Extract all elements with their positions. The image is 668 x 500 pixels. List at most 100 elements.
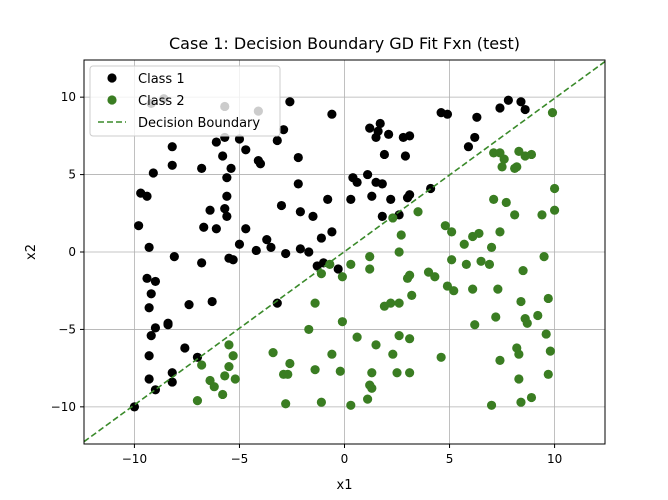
- data-point: [499, 154, 509, 164]
- data-point: [281, 399, 291, 409]
- y-tick-label: 10: [61, 90, 76, 104]
- data-point: [253, 156, 263, 166]
- data-point: [472, 112, 482, 122]
- data-point: [222, 191, 232, 201]
- legend-marker: [107, 95, 117, 105]
- data-point: [392, 368, 402, 378]
- data-point: [293, 179, 303, 189]
- data-point: [495, 103, 505, 113]
- legend-label: Class 1: [138, 72, 185, 87]
- data-point: [405, 334, 415, 344]
- data-point: [514, 374, 524, 384]
- data-point: [199, 222, 209, 232]
- data-point: [346, 194, 356, 204]
- data-point: [316, 269, 326, 279]
- data-point: [405, 270, 415, 280]
- data-point: [222, 173, 232, 183]
- x-tick-label: 10: [547, 452, 562, 466]
- data-point: [142, 191, 152, 201]
- data-point: [497, 162, 507, 172]
- axes: −10 −5 0 5 10 −10 −5 0 5 10: [51, 59, 606, 466]
- data-point: [365, 252, 375, 262]
- data-point: [486, 400, 497, 410]
- data-point: [272, 298, 282, 308]
- data-point: [447, 227, 457, 237]
- data-point: [293, 152, 303, 163]
- data-point: [337, 317, 347, 327]
- data-point: [295, 244, 305, 254]
- data-point: [268, 348, 278, 358]
- data-point: [476, 256, 486, 266]
- data-point: [197, 360, 207, 370]
- data-point: [365, 264, 375, 274]
- data-point: [384, 129, 394, 139]
- data-point: [436, 352, 446, 362]
- data-point: [241, 224, 251, 234]
- data-point: [373, 126, 383, 136]
- data-point: [543, 293, 553, 304]
- data-point: [234, 134, 245, 144]
- data-point: [316, 397, 326, 407]
- data-point: [169, 252, 179, 262]
- x-tick-label: −10: [122, 452, 147, 466]
- data-point: [148, 168, 158, 178]
- data-point: [144, 351, 154, 361]
- data-point: [220, 204, 230, 214]
- data-point: [278, 369, 289, 379]
- data-point: [371, 340, 381, 350]
- data-point: [543, 369, 553, 379]
- data-point: [134, 221, 144, 231]
- data-point: [295, 207, 305, 217]
- data-point: [375, 118, 385, 129]
- data-point: [394, 331, 404, 341]
- data-point: [463, 142, 474, 152]
- data-point: [470, 132, 480, 143]
- data-point: [461, 259, 471, 269]
- data-point: [163, 320, 173, 330]
- data-point: [327, 109, 337, 119]
- data-point: [281, 248, 291, 259]
- data-point: [167, 377, 177, 387]
- data-point: [146, 331, 156, 341]
- data-point: [489, 194, 499, 204]
- data-point: [491, 312, 501, 322]
- data-point: [512, 162, 522, 172]
- data-point: [541, 329, 551, 339]
- data-point: [352, 177, 362, 187]
- x-tick-label: −5: [231, 452, 249, 466]
- data-point: [495, 355, 505, 365]
- data-point: [365, 123, 375, 133]
- data-point: [129, 402, 140, 412]
- data-point: [323, 194, 333, 204]
- data-point: [310, 365, 320, 375]
- data-point: [211, 137, 221, 147]
- data-point: [266, 242, 276, 252]
- data-point: [386, 298, 396, 308]
- data-point: [545, 346, 555, 356]
- data-point: [405, 368, 415, 378]
- data-point: [474, 228, 484, 239]
- data-point: [224, 340, 234, 350]
- data-point: [167, 142, 177, 152]
- data-point: [363, 169, 373, 180]
- data-point: [442, 109, 453, 119]
- data-point: [388, 349, 398, 359]
- data-point: [394, 247, 404, 257]
- data-point: [470, 320, 480, 330]
- data-point: [468, 284, 478, 294]
- data-point: [211, 224, 221, 234]
- data-point: [459, 239, 469, 249]
- data-point: [440, 221, 450, 231]
- x-axis-label: x1: [337, 478, 353, 493]
- y-tick-label: 0: [68, 245, 76, 259]
- legend: Class 1 Class 2 Decision Boundary: [89, 65, 281, 137]
- data-point: [304, 324, 314, 335]
- data-point: [484, 259, 495, 269]
- data-point: [167, 160, 177, 170]
- data-point: [533, 310, 543, 321]
- data-point: [522, 318, 532, 328]
- data-point: [516, 296, 526, 307]
- data-point: [144, 303, 154, 313]
- data-point: [407, 290, 417, 300]
